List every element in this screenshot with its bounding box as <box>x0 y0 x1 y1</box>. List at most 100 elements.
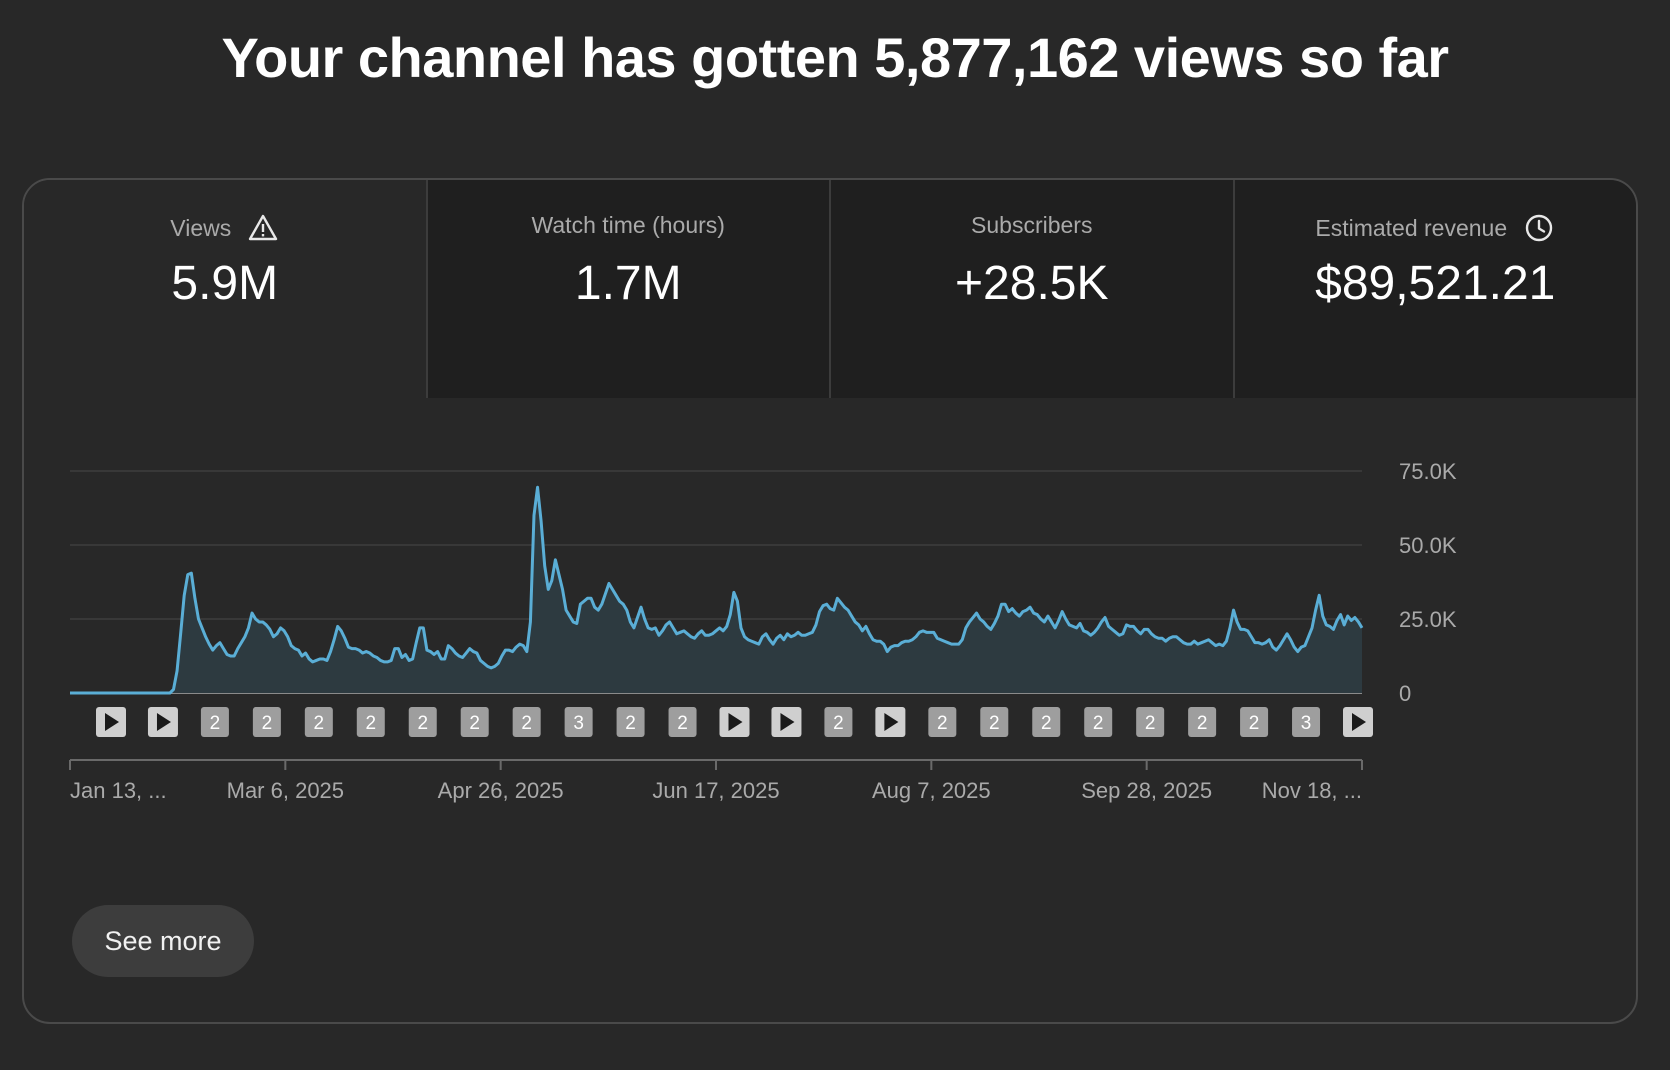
video-marker[interactable] <box>771 707 802 737</box>
marker-count: 3 <box>573 713 584 734</box>
tab-watch-time-label: Watch time (hours) <box>531 212 725 238</box>
marker-count: 2 <box>677 713 688 734</box>
video-count-marker[interactable]: 2 <box>460 707 489 737</box>
video-marker[interactable] <box>96 707 126 737</box>
tab-watch-time[interactable]: Watch time (hours) 1.7M <box>425 180 829 398</box>
marker-box <box>668 707 697 737</box>
marker-box <box>512 707 541 737</box>
tab-subscribers-label: Subscribers <box>971 212 1093 238</box>
marker-box <box>1292 707 1321 737</box>
marker-count: 2 <box>1197 713 1208 734</box>
y-tick-label: 75.0K <box>1399 459 1457 484</box>
marker-count: 2 <box>989 713 1000 734</box>
video-marker[interactable] <box>1343 707 1373 737</box>
tab-subscribers[interactable]: Subscribers +28.5K <box>829 180 1233 398</box>
video-marker[interactable] <box>875 707 906 737</box>
y-tick-label: 25.0K <box>1399 607 1457 632</box>
see-more-button[interactable]: See more <box>72 905 254 977</box>
video-count-marker[interactable]: 2 <box>356 707 385 737</box>
views-line <box>70 485 1364 695</box>
marker-box <box>408 707 437 737</box>
video-count-marker[interactable]: 2 <box>252 707 281 737</box>
marker-box <box>616 707 645 737</box>
x-tick-label: Jun 17, 2025 <box>652 778 779 803</box>
views-chart-svg: 0 25.0K 50.0K 75.0K 2 2 2 2 2 2 2 3 2 2 2 2 2 2 2 2 2 2 3 Jan 1… <box>69 459 1457 803</box>
x-tick-label: Mar 6, 2025 <box>227 778 344 803</box>
marker-count: 2 <box>210 713 221 734</box>
marker-box <box>356 707 385 737</box>
marker-box <box>200 707 229 737</box>
video-count-marker[interactable]: 2 <box>1136 707 1165 737</box>
video-count-marker[interactable]: 2 <box>668 707 697 737</box>
video-count-marker[interactable]: 2 <box>200 707 229 737</box>
tab-estimated-revenue[interactable]: Estimated revenue $89,521.21 <box>1232 180 1636 398</box>
play-icon <box>884 713 899 731</box>
play-icon <box>780 713 795 731</box>
video-marker[interactable] <box>719 707 750 737</box>
x-tick-label: Apr 26, 2025 <box>438 778 564 803</box>
y-tick-label: 50.0K <box>1399 533 1457 558</box>
play-icon <box>728 713 743 731</box>
marker-count: 3 <box>1301 713 1312 734</box>
overview-card: Views 5.9M Watch time (hours) 1.7M Subsc… <box>22 178 1638 1024</box>
clock-icon[interactable] <box>1523 212 1555 244</box>
marker-box <box>1136 707 1165 737</box>
views-area <box>70 487 1362 693</box>
marker-count: 2 <box>833 713 844 734</box>
x-tick-label: Jan 13, ... <box>70 778 167 803</box>
marker-box <box>1084 707 1113 737</box>
marker-box <box>824 707 853 737</box>
marker-box <box>564 707 593 737</box>
marker-count: 2 <box>625 713 636 734</box>
marker-count: 2 <box>1249 713 1260 734</box>
marker-box <box>928 707 957 737</box>
page-headline: Your channel has gotten 5,877,162 views … <box>221 26 1449 89</box>
video-count-marker[interactable]: 2 <box>1084 707 1113 737</box>
play-icon <box>105 713 119 731</box>
marker-count: 2 <box>1041 713 1052 734</box>
x-tick-label: Nov 18, ... <box>1262 778 1362 803</box>
y-tick-label: 0 <box>1399 681 1411 706</box>
video-count-marker[interactable]: 2 <box>1032 707 1061 737</box>
marker-box <box>1032 707 1061 737</box>
video-count-marker[interactable]: 2 <box>980 707 1009 737</box>
video-count-marker[interactable]: 2 <box>824 707 853 737</box>
marker-box <box>252 707 281 737</box>
warning-icon[interactable] <box>247 212 279 244</box>
tab-views-label: Views <box>170 214 232 241</box>
marker-count: 2 <box>314 713 325 734</box>
video-count-marker[interactable]: 2 <box>616 707 645 737</box>
video-count-marker[interactable]: 2 <box>408 707 437 737</box>
tab-watch-time-value: 1.7M <box>574 257 682 310</box>
marker-box <box>1240 707 1269 737</box>
metric-tabs: Views 5.9M Watch time (hours) 1.7M Subsc… <box>24 180 1636 398</box>
marker-count: 2 <box>521 713 532 734</box>
tab-revenue-value: $89,521.21 <box>1315 257 1556 310</box>
marker-box <box>304 707 333 737</box>
marker-count: 2 <box>937 713 948 734</box>
marker-count: 2 <box>366 713 377 734</box>
play-icon <box>156 713 171 731</box>
marker-count: 2 <box>1145 713 1156 734</box>
video-count-marker[interactable]: 3 <box>1292 707 1321 737</box>
video-count-marker[interactable]: 2 <box>512 707 541 737</box>
video-count-marker[interactable]: 2 <box>928 707 957 737</box>
video-marker[interactable] <box>147 707 178 737</box>
tab-revenue-label: Estimated revenue <box>1315 214 1508 241</box>
x-tick-label: Sep 28, 2025 <box>1081 778 1212 803</box>
x-tick-label: Aug 7, 2025 <box>872 778 991 803</box>
marker-box <box>980 707 1009 737</box>
views-chart: 0 25.0K 50.0K 75.0K 2 2 2 2 2 2 2 3 2 2 2 2 2 2 2 2 2 2 3 Jan 1… <box>24 398 1636 918</box>
marker-box <box>1188 707 1217 737</box>
marker-count: 2 <box>1093 713 1104 734</box>
video-count-marker[interactable]: 2 <box>1188 707 1217 737</box>
play-icon <box>1352 713 1366 731</box>
video-count-marker[interactable]: 2 <box>1240 707 1269 737</box>
video-count-marker[interactable]: 3 <box>564 707 593 737</box>
tab-views-value: 5.9M <box>171 257 279 310</box>
tab-views[interactable]: Views 5.9M <box>24 180 426 398</box>
marker-box <box>460 707 489 737</box>
video-count-marker[interactable]: 2 <box>304 707 333 737</box>
marker-count: 2 <box>469 713 480 734</box>
